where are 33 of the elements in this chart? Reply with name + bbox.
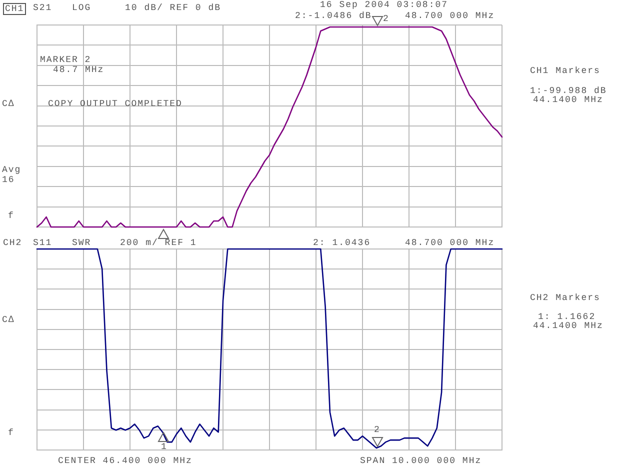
text: CH1 xyxy=(3,3,26,15)
annotation: COPY OUTPUT COMPLETED xyxy=(48,99,182,109)
text: SWR xyxy=(72,238,92,248)
text: S21 xyxy=(33,3,52,13)
annotation: 1 xyxy=(161,442,168,452)
text: CH1 Markers xyxy=(530,66,600,76)
text: f xyxy=(8,428,14,438)
annotation: 48.7 MHz xyxy=(53,65,104,75)
text: LOG xyxy=(72,3,92,13)
text: C∆ xyxy=(2,315,15,325)
text: Avg xyxy=(2,165,22,175)
text: 1:-99.988 dB xyxy=(530,86,607,96)
text: 44.1400 MHz xyxy=(533,321,604,331)
text: SPAN 10.000 000 MHz xyxy=(360,456,482,465)
text: f xyxy=(8,211,14,221)
text: 16 xyxy=(2,175,15,185)
text: 10 dB/ REF 0 dB xyxy=(125,3,222,13)
text: 2 xyxy=(383,14,390,24)
text: CH2 xyxy=(3,238,22,248)
text: 1: 1.1662 xyxy=(538,312,596,322)
text: 200 m/ REF 1 xyxy=(120,238,197,248)
text: 2:-1.0486 dB xyxy=(295,11,372,21)
text: C∆ xyxy=(2,99,15,109)
annotation: 2 xyxy=(374,425,380,435)
text: 48.700 000 MHz xyxy=(405,238,495,248)
text: 44.1400 MHz xyxy=(533,95,604,105)
text: 2: 1.0436 xyxy=(313,238,371,248)
annotation: MARKER 2 xyxy=(40,55,92,65)
text: 16 Sep 2004 03:08:07 xyxy=(320,0,448,10)
text: S11 xyxy=(33,238,52,248)
text: CH2 Markers xyxy=(530,293,600,303)
text: 48.700 000 MHz xyxy=(405,11,495,21)
text: CENTER 46.400 000 MHz xyxy=(58,456,192,465)
